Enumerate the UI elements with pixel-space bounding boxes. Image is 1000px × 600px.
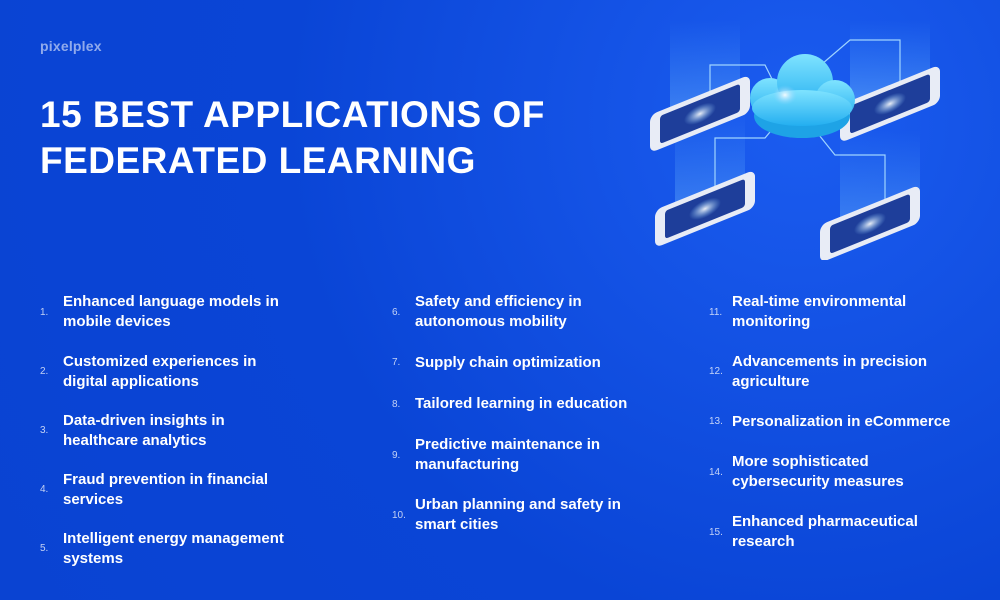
item-number: 4. (40, 484, 49, 495)
item-label: Supply chain optimization (415, 353, 601, 371)
list-item: 8. Tailored learning in education (392, 383, 682, 425)
item-number: 15. (709, 526, 723, 538)
item-number: 7. (392, 357, 401, 368)
list-item: 1. Enhanced language models in mobile de… (40, 282, 330, 342)
item-number: 3. (40, 425, 49, 436)
list-item: 3. Data-driven insights in healthcare an… (40, 401, 330, 460)
phone-icon (820, 186, 920, 260)
item-number: 13. (709, 416, 723, 427)
item-label: Predictive maintenance in manufacturing (415, 436, 601, 473)
item-label: Tailored learning in education (415, 395, 628, 412)
list-item: 2. Customized experiences in digital app… (40, 342, 330, 401)
list-item: 10. Urban planning and safety in smart c… (392, 485, 682, 545)
list-item: 13. Personalization in eCommerce (709, 401, 999, 442)
list-column-3: 11. Real-time environmental monitoring 1… (709, 282, 999, 562)
item-label: Urban planning and safety in smart citie… (415, 496, 621, 533)
page-title: 15 BEST APPLICATIONS OF FEDERATED LEARNI… (40, 92, 640, 184)
title-line-1: 15 BEST APPLICATIONS OF (40, 94, 545, 135)
item-label: Customized experiences in digital applic… (63, 352, 257, 390)
item-label: Enhanced pharmaceutical research (732, 513, 918, 550)
federated-cloud-illustration (650, 20, 940, 260)
cloud-icon (750, 54, 855, 138)
item-number: 12. (709, 366, 723, 377)
item-label: Safety and efficiency in autonomous mobi… (415, 293, 582, 330)
list-item: 9. Predictive maintenance in manufacturi… (392, 425, 682, 485)
item-label: Data-driven insights in healthcare analy… (63, 411, 225, 449)
list-column-1: 1. Enhanced language models in mobile de… (40, 282, 330, 578)
item-label: More sophisticated cybersecurity measure… (732, 453, 904, 490)
phone-icon (655, 171, 755, 246)
list-item: 11. Real-time environmental monitoring (709, 282, 999, 342)
list-item: 14. More sophisticated cybersecurity mea… (709, 442, 999, 502)
item-label: Intelligent energy management systems (63, 529, 284, 567)
phone-icon (650, 76, 750, 151)
list-item: 5. Intelligent energy management systems (40, 519, 330, 578)
item-label: Fraud prevention in financial services (63, 470, 269, 508)
item-number: 14. (709, 466, 723, 478)
list-item: 12. Advancements in precision agricultur… (709, 342, 999, 401)
item-number: 9. (392, 449, 401, 461)
list-column-2: 6. Safety and efficiency in autonomous m… (392, 282, 682, 545)
title-line-2: FEDERATED LEARNING (40, 140, 476, 181)
item-number: 6. (392, 306, 401, 318)
list-item: 4. Fraud prevention in financial service… (40, 460, 330, 519)
item-number: 8. (392, 398, 401, 410)
item-number: 2. (40, 366, 49, 377)
item-number: 5. (40, 543, 49, 554)
phone-icon (840, 66, 940, 141)
brand-logo: pixelplex (40, 38, 102, 54)
item-number: 10. (392, 509, 406, 521)
item-number: 1. (40, 306, 49, 318)
item-label: Real-time environmental monitoring (732, 293, 907, 330)
item-label: Enhanced language models in mobile devic… (63, 293, 279, 330)
item-number: 11. (709, 306, 723, 318)
list-item: 15. Enhanced pharmaceutical research (709, 502, 999, 562)
item-label: Advancements in precision agriculture (732, 352, 928, 390)
item-label: Personalization in eCommerce (732, 412, 951, 430)
list-item: 7. Supply chain optimization (392, 342, 682, 383)
list-item: 6. Safety and efficiency in autonomous m… (392, 282, 682, 342)
